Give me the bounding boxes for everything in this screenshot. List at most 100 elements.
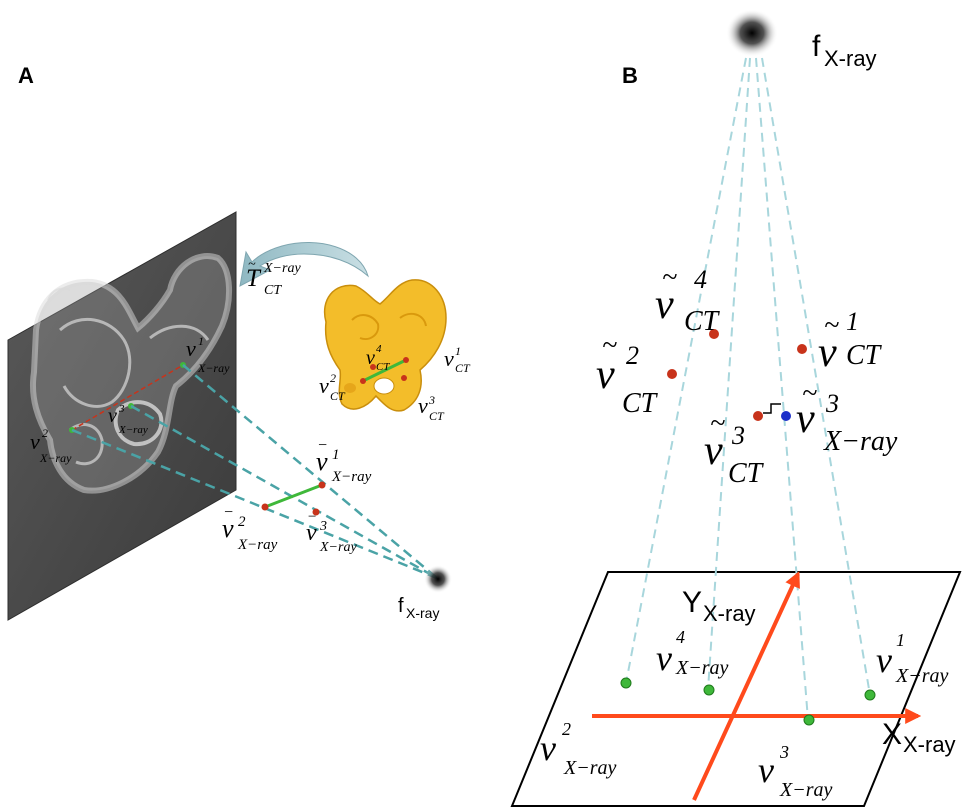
svg-text:X−ray: X−ray (197, 361, 230, 375)
ct-space-label-1: v ~ 1 CT (818, 307, 883, 376)
svg-text:CT: CT (455, 361, 471, 375)
ct-landmark-3 (401, 375, 407, 381)
detector-label-3: v 3 X−ray (108, 403, 148, 436)
projected-label-3: v − 3 X−ray (306, 509, 357, 555)
svg-text:v: v (222, 514, 234, 543)
x-axis-label: X X-ray (882, 718, 956, 757)
svg-text:CT: CT (622, 388, 659, 419)
ct-label-4: v 4 CT (366, 343, 390, 373)
svg-text:3: 3 (319, 519, 327, 534)
svg-text:f: f (812, 30, 821, 63)
focal-label-b: f X-ray (812, 30, 877, 71)
ct-point-3 (753, 411, 763, 421)
transform-label: T ~ X−ray CT (246, 257, 301, 298)
svg-text:1: 1 (198, 334, 204, 348)
svg-text:v: v (108, 405, 117, 427)
svg-text:X-ray: X-ray (703, 601, 756, 626)
svg-text:CT: CT (376, 361, 390, 373)
plane-label-4: v 4 X−ray (656, 627, 728, 679)
svg-text:X: X (882, 718, 902, 751)
svg-text:v: v (655, 282, 674, 328)
svg-text:v: v (540, 728, 556, 768)
svg-text:CT: CT (728, 458, 765, 489)
y-axis-label: Y X-ray (682, 586, 756, 626)
projected-label-3-bar: − (307, 509, 317, 525)
svg-text:v: v (366, 347, 375, 369)
panel-a-letter: A (18, 63, 34, 88)
svg-text:v: v (656, 638, 672, 678)
closest-point-label: v ~ 3 X−ray (796, 378, 898, 457)
svg-text:f: f (398, 595, 404, 617)
panel-b-letter: B (622, 63, 638, 88)
svg-text:v: v (818, 330, 837, 376)
svg-text:4: 4 (676, 627, 685, 647)
projected-label-1-bar: − (317, 437, 328, 454)
svg-text:v: v (758, 750, 774, 790)
svg-text:1: 1 (896, 630, 905, 650)
svg-text:3: 3 (825, 389, 839, 418)
ct-landmark-1 (403, 357, 409, 363)
svg-text:2: 2 (42, 426, 48, 440)
plane-label-3: v 3 X−ray (758, 742, 832, 801)
tilde-2: ~ (602, 330, 617, 361)
svg-text:v: v (596, 352, 615, 398)
ct-landmark-4 (370, 364, 376, 370)
svg-text:X−ray: X−ray (895, 665, 948, 687)
svg-text:2: 2 (330, 371, 336, 385)
plane-label-2: v 2 X−ray (540, 719, 616, 779)
detector-label-2: v 2 X−ray (30, 426, 72, 465)
svg-text:3: 3 (779, 742, 789, 762)
panel-a: A T ~ X−ray CT (7, 63, 471, 621)
closest-ray-point (781, 411, 791, 421)
ct-space-label-4: v ~ 4 CT (655, 262, 721, 337)
svg-text:2: 2 (238, 514, 246, 530)
svg-text:1: 1 (332, 447, 340, 463)
svg-text:1: 1 (455, 344, 461, 358)
svg-text:X−ray: X−ray (563, 757, 616, 779)
focal-spot-b (726, 9, 778, 57)
xray-pelvis-image (30, 253, 233, 494)
svg-text:X-ray: X-ray (406, 605, 439, 621)
svg-text:X−ray: X−ray (675, 657, 728, 679)
tilde-3: ~ (710, 408, 725, 439)
svg-text:v: v (796, 396, 815, 442)
focal-spot-a (424, 565, 452, 593)
y-axis-arrow (692, 571, 800, 801)
svg-text:X−ray: X−ray (39, 451, 72, 465)
svg-text:v: v (704, 428, 723, 474)
svg-text:v: v (30, 429, 40, 454)
svg-text:X−ray: X−ray (823, 426, 898, 457)
ct-point-2 (667, 369, 677, 379)
svg-text:CT: CT (330, 389, 346, 403)
svg-text:X−ray: X−ray (263, 261, 301, 276)
svg-text:CT: CT (846, 340, 883, 371)
svg-text:X−ray: X−ray (331, 469, 372, 485)
svg-text:X−ray: X−ray (779, 779, 832, 801)
svg-text:2: 2 (626, 341, 639, 370)
svg-text:T: T (246, 265, 262, 292)
ct-pelvis-model (323, 279, 447, 412)
ct-space-label-2: v ~ 2 CT (596, 330, 659, 419)
projected-label-2-bar: − (223, 504, 234, 521)
svg-text:X-ray: X-ray (903, 732, 956, 757)
plane-point-4 (703, 684, 715, 696)
projected-label-2: v − 2 X−ray (222, 504, 278, 553)
svg-text:3: 3 (428, 393, 435, 407)
plane-point-2 (620, 677, 632, 689)
svg-text:CT: CT (684, 306, 721, 337)
panel-a-rays (71, 364, 438, 580)
svg-text:4: 4 (376, 343, 382, 355)
plane-label-1: v 1 X−ray (876, 630, 948, 687)
svg-text:v: v (876, 640, 892, 680)
svg-text:X−ray: X−ray (237, 537, 278, 553)
tilde-closest: ~ (802, 378, 817, 409)
svg-text:X-ray: X-ray (824, 46, 877, 71)
svg-text:3: 3 (118, 403, 125, 415)
svg-text:v: v (319, 373, 329, 398)
svg-text:4: 4 (694, 265, 707, 294)
svg-text:X−ray: X−ray (319, 540, 357, 555)
focal-label-a: f X-ray (398, 595, 439, 621)
svg-text:X−ray: X−ray (118, 424, 148, 436)
detector-label-1: v 1 X−ray (186, 334, 230, 375)
